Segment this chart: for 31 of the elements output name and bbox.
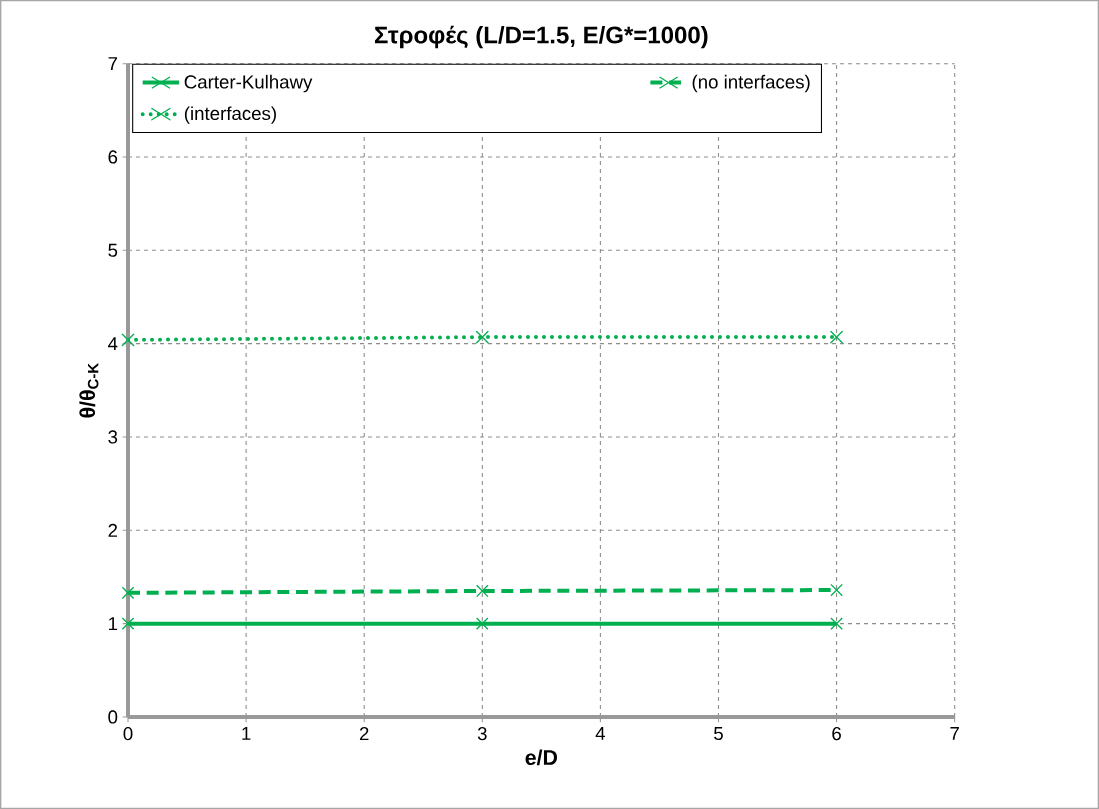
legend-label: (interfaces) — [184, 106, 276, 124]
x-tick-label: 1 — [242, 727, 251, 740]
legend-label: (no interfaces) — [692, 74, 810, 93]
x-tick-label: 4 — [595, 727, 606, 740]
y-tick-label: 3 — [108, 430, 118, 444]
x-axis-title: e/D — [525, 749, 558, 766]
point — [475, 330, 489, 344]
y-axis-title: θ/θ$_{C-K}$ — [79, 363, 99, 418]
point — [830, 617, 843, 630]
y-tick-label: 0 — [108, 710, 118, 724]
x-tick-label: 3 — [477, 727, 487, 741]
x-tick-label: 2 — [359, 727, 369, 741]
legend-label: Carter-Kulhawy — [184, 74, 313, 93]
x-tick-label: 6 — [832, 727, 841, 741]
y-tick-label: 6 — [108, 150, 118, 164]
point — [475, 617, 489, 630]
point — [830, 330, 843, 344]
point — [121, 333, 135, 347]
point — [121, 586, 135, 600]
point — [475, 584, 489, 598]
y-tick-label: 1 — [109, 617, 118, 631]
y-tick-label: 5 — [108, 243, 118, 257]
point — [830, 583, 843, 597]
point — [121, 617, 135, 630]
y-tick-label: 7 — [108, 57, 118, 71]
y-tick-label: 4 — [108, 337, 118, 351]
x-tick-label: 0 — [123, 727, 133, 741]
x-tick-label: 5 — [714, 727, 723, 741]
chart-title: Στροφές (L/D=1.5, E/G*=1000) — [374, 25, 708, 49]
x-tick-label: 7 — [950, 727, 959, 740]
y-tick-label: 2 — [108, 523, 118, 537]
